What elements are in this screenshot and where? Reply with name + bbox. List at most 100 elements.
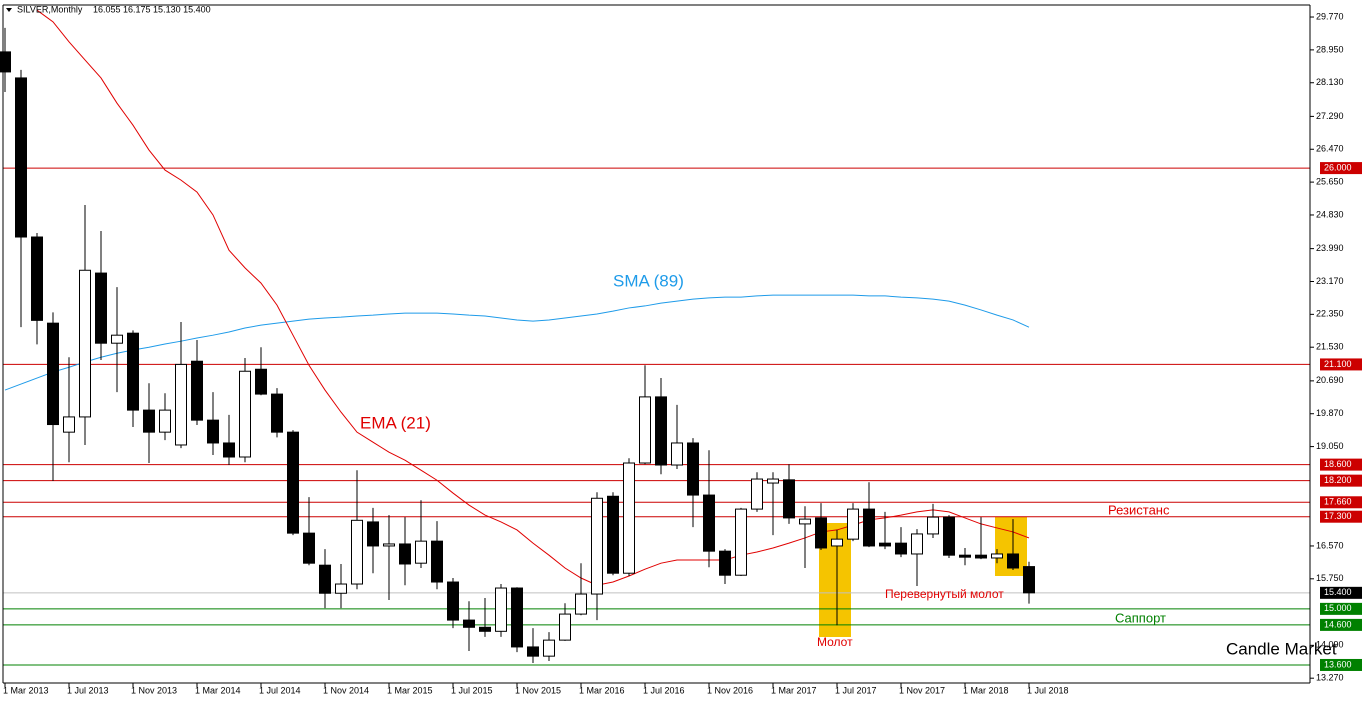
y-tick-label: 22.350 [1316, 309, 1344, 319]
candle-body [559, 613, 571, 641]
candle-body [15, 77, 27, 238]
y-tick-label: 23.990 [1316, 243, 1344, 253]
menu-icon[interactable] [6, 8, 12, 12]
candle-body [479, 626, 491, 632]
level-price-label: 26.000 [1324, 162, 1352, 172]
candle-body [815, 517, 827, 549]
x-tick-label: 1 Jul 2015 [451, 685, 493, 695]
candle-body [959, 554, 971, 558]
candle-body [111, 334, 123, 344]
level-price-box [1320, 496, 1362, 509]
candle-body [607, 495, 619, 574]
candle-body [415, 540, 427, 564]
x-tick-label: 1 Jul 2016 [643, 685, 685, 695]
candle-body [191, 360, 203, 421]
x-tick-label: 1 Mar 2015 [387, 685, 433, 695]
candle-body [527, 646, 539, 657]
candle-body [175, 363, 187, 446]
candle-body [63, 416, 75, 433]
x-tick-label: 1 Mar 2017 [771, 685, 817, 695]
x-tick-label: 1 Jul 2018 [1027, 685, 1069, 695]
indicator-line [4, 294, 1030, 391]
candle-body [863, 508, 875, 547]
support-label: Саппорт [1115, 610, 1166, 625]
candle-body [799, 518, 811, 525]
candle-body [447, 581, 459, 621]
x-tick-label: 1 Jul 2013 [67, 685, 109, 695]
brand-label: Candle Market [1226, 639, 1337, 658]
ohlc-text: 16.055 16.175 15.130 15.400 [93, 4, 211, 14]
y-tick-label: 14.090 [1316, 640, 1344, 650]
hammer-label: Молот [817, 635, 853, 649]
candle-body [255, 368, 267, 395]
y-tick-label: 19.870 [1316, 408, 1344, 418]
candle-body [31, 236, 43, 321]
candle-body [991, 553, 1003, 559]
level-price-box [1320, 458, 1362, 471]
level-price-label: 15.400 [1324, 587, 1352, 597]
candle-body [271, 393, 283, 433]
y-tick-label: 20.690 [1316, 375, 1344, 385]
candle-body [79, 269, 91, 418]
y-tick-label: 16.570 [1316, 540, 1344, 550]
level-price-box [1320, 358, 1362, 371]
x-tick-label: 1 Mar 2018 [963, 685, 1009, 695]
candle-body [511, 587, 523, 648]
resistance-label: Резистанс [1108, 502, 1170, 517]
x-tick-label: 1 Nov 2017 [899, 685, 945, 695]
candle-body [143, 409, 155, 433]
candle-body [879, 542, 891, 547]
x-tick-label: 1 Mar 2014 [195, 685, 241, 695]
level-price-box [1320, 474, 1362, 487]
candle-body [319, 564, 331, 594]
candle-body [223, 442, 235, 458]
candle-body [719, 550, 731, 576]
y-tick-label: 23.170 [1316, 276, 1344, 286]
candle-body [367, 521, 379, 547]
candle-body [383, 543, 395, 547]
candle-body [207, 419, 219, 444]
candle-body [159, 409, 171, 433]
candle-body [927, 516, 939, 535]
candle-body [751, 478, 763, 510]
x-tick-label: 1 Nov 2016 [707, 685, 753, 695]
y-tick-label: 28.130 [1316, 77, 1344, 87]
level-price-label: 21.100 [1324, 359, 1352, 369]
candle-body [671, 442, 683, 466]
level-price-box [1320, 618, 1362, 631]
sma-label: SMA (89) [613, 271, 684, 290]
candle-body [351, 519, 363, 585]
level-price-box [1320, 162, 1362, 175]
y-tick-label: 15.750 [1316, 573, 1344, 583]
candle-body [895, 542, 907, 555]
candle-body [95, 272, 107, 344]
candle-body [0, 51, 11, 73]
level-price-label: 17.300 [1324, 511, 1352, 521]
level-price-label: 17.660 [1324, 497, 1352, 507]
x-tick-label: 1 Jul 2014 [259, 685, 301, 695]
candle-body [47, 322, 59, 426]
candle-body [303, 532, 315, 564]
candle-body [639, 396, 651, 464]
candle-body [495, 587, 507, 632]
y-tick-label: 21.530 [1316, 342, 1344, 352]
candle-body [831, 538, 843, 547]
y-tick-label: 28.950 [1316, 44, 1344, 54]
x-tick-label: 1 Nov 2014 [323, 685, 369, 695]
level-price-label: 15.000 [1324, 603, 1352, 613]
candle-body [703, 494, 715, 552]
candle-body [847, 508, 859, 540]
x-tick-label: 1 Nov 2013 [131, 685, 177, 695]
candle-body [575, 593, 587, 615]
symbol-title: SILVER,Monthly [17, 4, 83, 14]
y-tick-label: 13.270 [1316, 673, 1344, 683]
level-price-box [1320, 658, 1362, 671]
inverted-hammer-label: Перевернутый молот [885, 587, 1004, 601]
candle-body [975, 554, 987, 559]
level-price-box [1320, 510, 1362, 523]
candle-body [1007, 553, 1019, 569]
candle-body [655, 396, 667, 466]
